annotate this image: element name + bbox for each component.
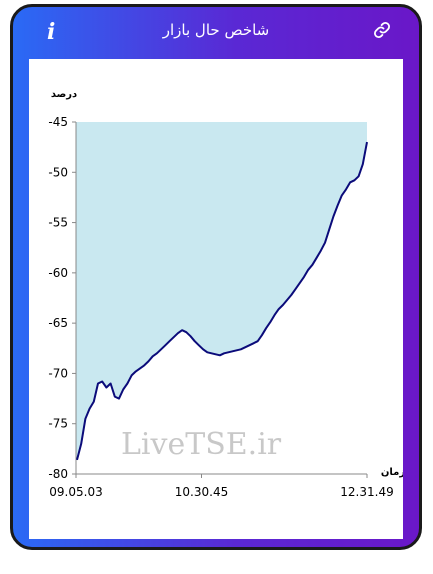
x-axis-title: زمان	[381, 467, 403, 478]
y-tick-label: -55	[48, 216, 68, 230]
y-tick-label: -65	[48, 316, 68, 330]
x-tick-label: 12.31.49	[340, 485, 393, 499]
y-axis-title: درصد	[51, 89, 77, 100]
chart-area-fill	[76, 122, 367, 460]
x-tick-label: 10.30.45	[175, 485, 228, 499]
y-tick-label: -45	[48, 115, 68, 129]
y-tick-label: -75	[48, 417, 68, 431]
market-index-chart: -45 -50 -55 -60 -65 -70 -75 -80 09.05.03 10.30.45…	[48, 89, 403, 499]
y-tick-label: -50	[48, 165, 68, 179]
watermark: LiveTSE.ir	[121, 427, 282, 462]
chart-panel: -45 -50 -55 -60 -65 -70 -75 -80 09.05.03 10.30.45…	[29, 59, 403, 539]
y-tick-label: -60	[48, 266, 68, 280]
link-icon[interactable]	[373, 21, 391, 43]
card-title: شاخص حال بازار	[162, 21, 270, 39]
y-tick-label: -70	[48, 366, 68, 380]
info-icon[interactable]: i	[47, 19, 56, 45]
card-header: i شاخص حال بازار	[13, 7, 419, 59]
y-tick-label: -80	[48, 467, 68, 481]
market-index-card: i شاخص حال بازار -45 -50 -55 -60 -65 -70 -75 -8…	[10, 4, 422, 550]
x-tick-label: 09.05.03	[49, 485, 102, 499]
series-line	[76, 141, 368, 461]
